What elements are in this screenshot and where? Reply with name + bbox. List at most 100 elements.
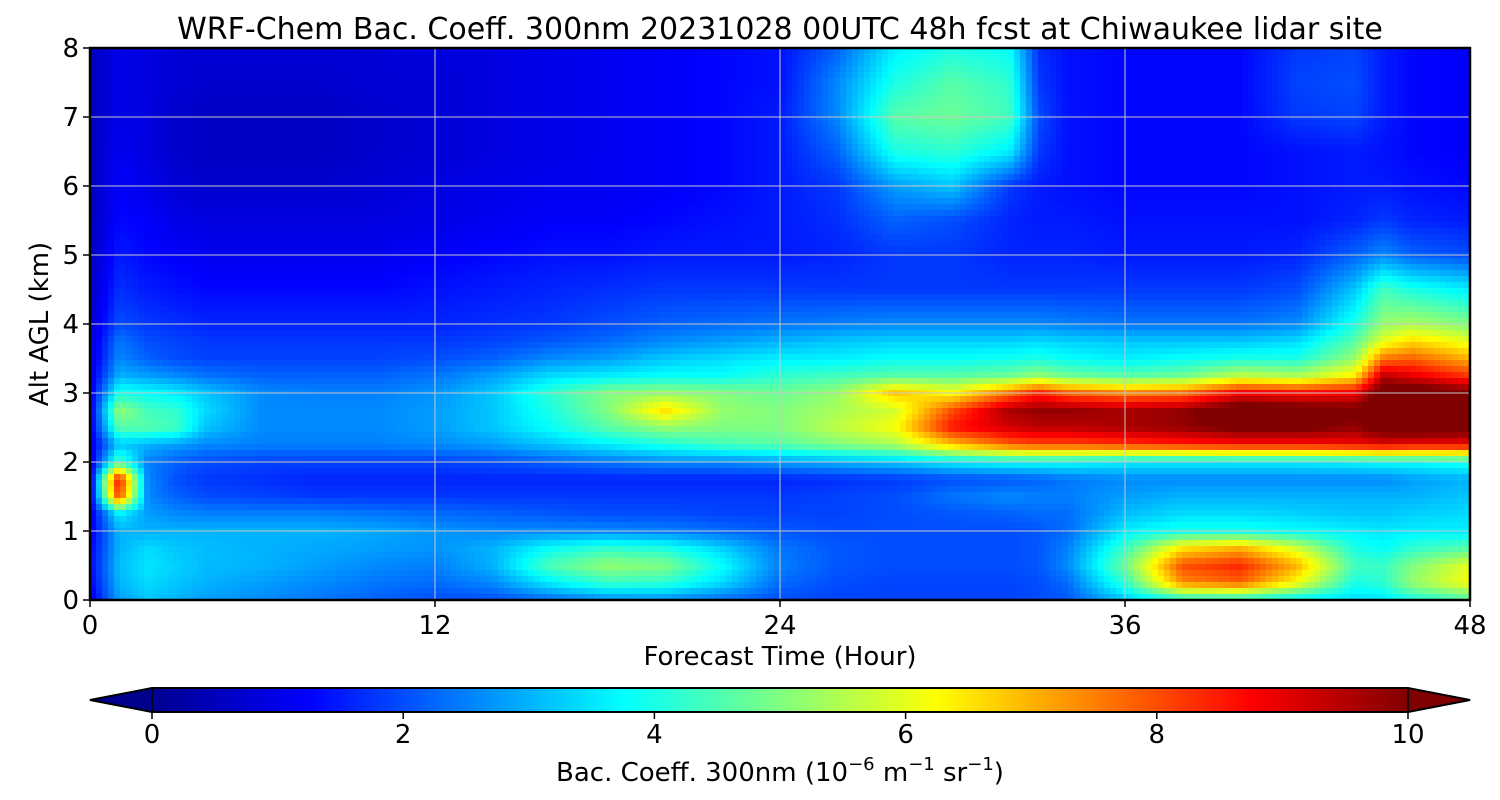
heatmap-cell (1398, 126, 1405, 133)
heatmap-cell (954, 60, 961, 67)
heatmap-cell (300, 54, 307, 61)
heatmap-cell (678, 96, 685, 103)
heatmap-cell (426, 120, 433, 127)
heatmap-cell (1458, 138, 1465, 145)
heatmap-cell (696, 90, 703, 97)
heatmap-cell (1116, 120, 1123, 127)
heatmap-cell (1038, 162, 1045, 169)
heatmap-cell (876, 60, 883, 67)
heatmap-cell (300, 162, 307, 169)
heatmap-cell (900, 174, 907, 181)
heatmap-cell (702, 126, 709, 133)
heatmap-cell (498, 96, 505, 103)
heatmap-cell (168, 120, 175, 127)
heatmap-cell (312, 54, 319, 61)
heatmap-cell (918, 72, 925, 79)
heatmap-cell (546, 156, 553, 163)
heatmap-cell (1392, 126, 1399, 133)
heatmap-cell (738, 102, 745, 109)
heatmap-cell (282, 90, 289, 97)
heatmap-cell (660, 84, 667, 91)
heatmap-cell (1044, 108, 1051, 115)
heatmap-cell (1440, 96, 1447, 103)
heatmap-cell (600, 144, 607, 151)
heatmap-cell (198, 96, 205, 103)
heatmap-cell (858, 138, 865, 145)
heatmap-cell (876, 84, 883, 91)
heatmap-cell (1224, 102, 1231, 109)
heatmap-cell (1428, 102, 1435, 109)
heatmap-cell (570, 78, 577, 85)
heatmap-cell (174, 150, 181, 157)
heatmap-cell (852, 78, 859, 85)
heatmap-cell (636, 126, 643, 133)
heatmap-cell (192, 60, 199, 67)
heatmap-cell (156, 78, 163, 85)
heatmap-cell (870, 174, 877, 181)
heatmap-cell (840, 84, 847, 91)
heatmap-cell (690, 102, 697, 109)
heatmap-cell (1158, 54, 1165, 61)
heatmap-cell (198, 138, 205, 145)
heatmap-cell (1050, 102, 1057, 109)
heatmap-cell (360, 96, 367, 103)
heatmap-cell (510, 144, 517, 151)
heatmap-cell (534, 108, 541, 115)
heatmap-cell (1296, 132, 1303, 139)
heatmap-cell (468, 66, 475, 73)
heatmap-cell (690, 78, 697, 85)
heatmap-cell (876, 72, 883, 79)
heatmap-cell (354, 108, 361, 115)
heatmap-cell (1374, 138, 1381, 145)
heatmap-cell (1440, 150, 1447, 157)
heatmap-cell (666, 144, 673, 151)
heatmap-cell (684, 72, 691, 79)
heatmap-cell (174, 54, 181, 61)
heatmap-cell (1254, 84, 1261, 91)
heatmap-cell (156, 96, 163, 103)
heatmap-cell (948, 54, 955, 61)
heatmap-cell (648, 156, 655, 163)
heatmap-cell (654, 72, 661, 79)
heatmap-cell (936, 96, 943, 103)
heatmap-cell (792, 102, 799, 109)
heatmap-cell (990, 144, 997, 151)
heatmap-cell (1272, 78, 1279, 85)
heatmap-cell (468, 144, 475, 151)
heatmap-cell (144, 90, 151, 97)
heatmap-cell (126, 108, 133, 115)
heatmap-cell (900, 138, 907, 145)
heatmap-cell (582, 132, 589, 139)
heatmap-cell (180, 84, 187, 91)
heatmap-cell (600, 54, 607, 61)
heatmap-cell (552, 120, 559, 127)
heatmap-cell (1404, 108, 1411, 115)
heatmap-cell (360, 90, 367, 97)
heatmap-cell (732, 138, 739, 145)
heatmap-cell (462, 54, 469, 61)
heatmap-cell (786, 156, 793, 163)
heatmap-cell (156, 66, 163, 73)
heatmap-cell (198, 168, 205, 175)
heatmap-cell (618, 60, 625, 67)
heatmap-cell (240, 66, 247, 73)
heatmap-cell (1398, 108, 1405, 115)
heatmap-cell (1152, 60, 1159, 67)
heatmap-cell (630, 162, 637, 169)
heatmap-cell (918, 138, 925, 145)
heatmap-cell (138, 144, 145, 151)
heatmap-cell (984, 84, 991, 91)
heatmap-cell (1026, 174, 1033, 181)
heatmap-cell (582, 120, 589, 127)
heatmap-cell (1116, 54, 1123, 61)
heatmap-cell (1128, 48, 1135, 55)
heatmap-cell (1062, 174, 1069, 181)
heatmap-cell (180, 132, 187, 139)
heatmap-cell (1146, 144, 1153, 151)
heatmap-cell (414, 72, 421, 79)
heatmap-cell (606, 162, 613, 169)
heatmap-cell (978, 90, 985, 97)
heatmap-cell (1050, 174, 1057, 181)
heatmap-cell (1302, 126, 1309, 133)
heatmap-cell (1242, 108, 1249, 115)
